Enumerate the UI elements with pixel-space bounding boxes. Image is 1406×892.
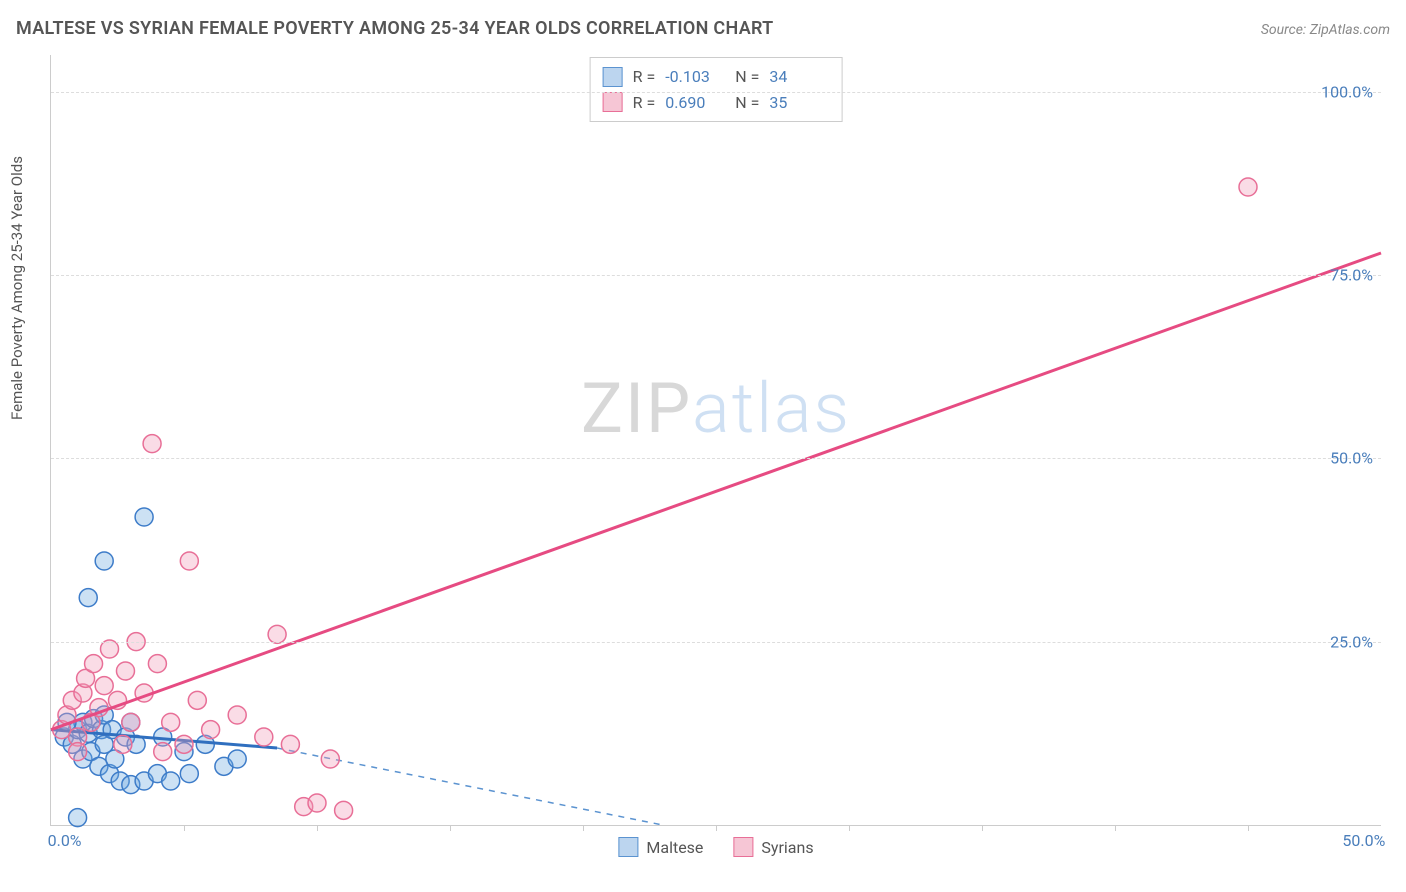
legend-swatch: [733, 837, 753, 857]
x-tick: [716, 825, 717, 831]
r-label: R =: [633, 64, 656, 90]
legend-swatch: [603, 67, 623, 87]
legend-item: Maltese: [618, 837, 703, 857]
data-point: [162, 772, 180, 790]
data-point: [228, 706, 246, 724]
data-point: [135, 508, 153, 526]
x-tick-label: 50.0%: [1342, 831, 1385, 850]
legend-swatch: [603, 92, 623, 112]
data-point: [69, 809, 87, 827]
data-point: [202, 721, 220, 739]
n-value: 35: [769, 90, 829, 116]
stats-row: R = -0.103 N = 34: [603, 64, 830, 90]
y-tick-label: 25.0%: [1330, 632, 1373, 651]
r-label: R =: [633, 90, 656, 116]
source-credit: Source: ZipAtlas.com: [1261, 22, 1390, 38]
data-point: [95, 677, 113, 695]
gridline: [51, 642, 1381, 643]
plot-area: ZIPatlas R =-0.103N =34R =0.690N =35 Mal…: [50, 55, 1381, 826]
data-point: [148, 655, 166, 673]
x-tick: [849, 825, 850, 831]
y-axis-label: Female Poverty Among 25-34 Year Olds: [8, 156, 26, 420]
legend-label: Syrians: [761, 838, 813, 857]
data-point: [268, 625, 286, 643]
r-value: -0.103: [665, 64, 725, 90]
data-point: [154, 743, 172, 761]
data-point: [321, 750, 339, 768]
x-tick: [450, 825, 451, 831]
y-tick-label: 75.0%: [1330, 266, 1373, 285]
gridline: [51, 275, 1381, 276]
data-point: [175, 735, 193, 753]
x-tick: [982, 825, 983, 831]
data-point: [69, 743, 87, 761]
legend-swatch: [618, 837, 638, 857]
y-tick-label: 50.0%: [1330, 449, 1373, 468]
chart-svg: [51, 55, 1381, 825]
n-label: N =: [735, 90, 759, 116]
data-point: [95, 552, 113, 570]
data-point: [162, 713, 180, 731]
title-bar: MALTESE VS SYRIAN FEMALE POVERTY AMONG 2…: [16, 18, 1390, 39]
gridline: [51, 458, 1381, 459]
chart-title: MALTESE VS SYRIAN FEMALE POVERTY AMONG 2…: [16, 18, 774, 39]
n-label: N =: [735, 64, 759, 90]
trend-line: [51, 253, 1381, 730]
stats-box: R = -0.103 N = 34 R = 0.690 N = 35: [590, 57, 843, 122]
x-tick: [184, 825, 185, 831]
data-point: [335, 801, 353, 819]
data-point: [116, 662, 134, 680]
legend-item: Syrians: [733, 837, 813, 857]
bottom-legend: Maltese Syrians: [618, 837, 813, 857]
data-point: [180, 552, 198, 570]
data-point: [143, 435, 161, 453]
data-point: [122, 713, 140, 731]
x-tick: [583, 825, 584, 831]
y-tick-label: 100.0%: [1321, 82, 1373, 101]
r-value: 0.690: [665, 90, 725, 116]
x-tick: [317, 825, 318, 831]
data-point: [114, 735, 132, 753]
data-point: [255, 728, 273, 746]
data-point: [188, 691, 206, 709]
data-point: [308, 794, 326, 812]
x-tick: [1115, 825, 1116, 831]
data-point: [85, 655, 103, 673]
x-tick: [1248, 825, 1249, 831]
data-point: [79, 589, 97, 607]
legend-label: Maltese: [646, 838, 703, 857]
n-value: 34: [769, 64, 829, 90]
data-point: [101, 640, 119, 658]
data-point: [1239, 178, 1257, 196]
data-point: [228, 750, 246, 768]
gridline: [51, 92, 1381, 93]
data-point: [180, 765, 198, 783]
stats-row: R = 0.690 N = 35: [603, 90, 830, 116]
x-tick-label: 0.0%: [48, 831, 82, 850]
data-point: [281, 735, 299, 753]
